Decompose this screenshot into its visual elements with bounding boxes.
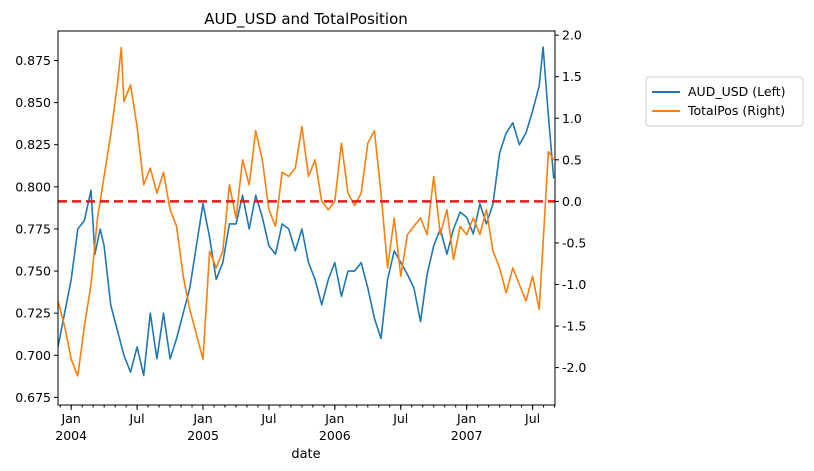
left-tick-label: 0.825 xyxy=(15,137,51,152)
legend: AUD_USD (Left) TotalPos (Right) xyxy=(645,76,804,127)
right-tick-label: 1.5 xyxy=(562,69,582,84)
right-tick-label: -1.0 xyxy=(562,277,586,292)
x-tick-label: Jul xyxy=(524,411,540,426)
x-tick-label: Jul xyxy=(260,411,276,426)
x-tick-year-label: 2007 xyxy=(451,428,483,443)
legend-label-totalpos: TotalPos (Right) xyxy=(687,103,785,118)
series-layer xyxy=(58,46,555,377)
x-tick-label: Jan xyxy=(192,411,212,426)
series-line-aud-usd xyxy=(58,46,555,377)
right-tick-label: 2.0 xyxy=(562,28,582,43)
grid-and-plot xyxy=(58,46,555,377)
left-tick-label: 0.875 xyxy=(15,53,51,68)
left-tick-label: 0.700 xyxy=(15,348,51,363)
right-tick-label: 0.5 xyxy=(562,152,582,167)
legend-label-aud-usd: AUD_USD (Left) xyxy=(688,84,786,99)
x-axis-label: date xyxy=(291,447,320,462)
x-axis: Jan 2004 Jul Jan 2005 Jul Jan 2006 Jul Jan 2007 Jul xyxy=(55,405,556,443)
x-tick-year-label: 2005 xyxy=(187,428,219,443)
plot-frame xyxy=(57,30,556,406)
x-tick-label: Jan xyxy=(324,411,344,426)
x-tick-year-label: 2004 xyxy=(55,428,87,443)
right-tick-label: 0.0 xyxy=(562,194,582,209)
right-tick-label: -0.5 xyxy=(562,235,586,250)
left-tick-label: 0.850 xyxy=(15,95,51,110)
x-tick-label: Jul xyxy=(129,411,145,426)
left-tick-label: 0.675 xyxy=(15,390,51,405)
x-tick-label: Jan xyxy=(61,411,81,426)
left-tick-label: 0.800 xyxy=(15,179,51,194)
left-tick-label: 0.750 xyxy=(15,264,51,279)
x-tick-year-label: 2006 xyxy=(319,428,351,443)
right-tick-label: -2.0 xyxy=(562,360,586,375)
right-tick-label: -1.5 xyxy=(562,319,586,334)
left-y-axis: 0.675 0.700 0.725 0.750 0.775 0.800 0.825 0.850… xyxy=(15,53,58,405)
x-tick-label: Jan xyxy=(456,411,476,426)
legend-box xyxy=(645,76,804,127)
right-y-axis: -2.0 -1.5 -1.0 -0.5 0.0 0.5 1.0 1.5 2.0 xyxy=(555,28,586,375)
left-tick-label: 0.775 xyxy=(15,221,51,236)
right-tick-label: 1.0 xyxy=(562,111,582,126)
left-tick-label: 0.725 xyxy=(15,306,51,321)
x-tick-label: Jul xyxy=(392,411,408,426)
chart-title: AUD_USD and TotalPosition xyxy=(204,10,408,29)
series-line-totalpos xyxy=(58,46,555,377)
